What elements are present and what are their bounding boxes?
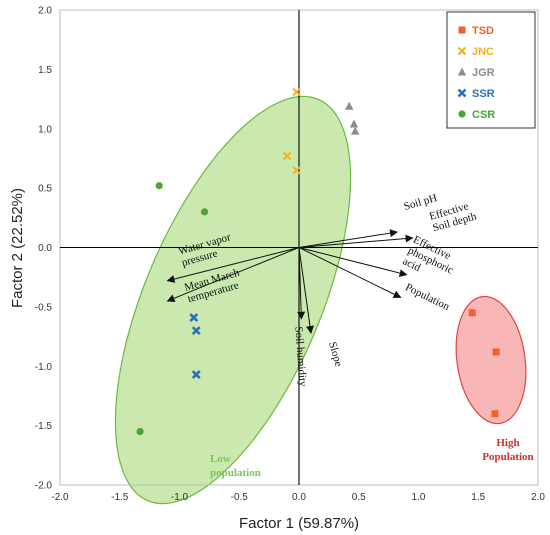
- x-tick-label: 1.5: [471, 492, 485, 503]
- y-axis-title: Factor 2 (22.52%): [9, 188, 26, 308]
- loading-vector-arrow: [298, 247, 314, 334]
- ssr-point: [191, 326, 201, 336]
- loading-vector-arrow: [297, 247, 306, 320]
- loading-vector-arrow: [166, 247, 300, 303]
- x-tick-label: -1.0: [171, 492, 189, 503]
- x-tick-label: 0.0: [292, 492, 306, 503]
- x-tick-label: 2.0: [531, 492, 545, 503]
- ssr-point: [191, 370, 201, 379]
- loading-vector-arrow: [166, 247, 300, 283]
- loading-vector-arrow: [298, 247, 408, 277]
- jgr-point: [344, 101, 354, 110]
- x-axis-title: Factor 1 (59.87%): [239, 515, 359, 532]
- low-population-label: Low population: [210, 453, 261, 479]
- loading-vector-label: Population: [403, 281, 452, 313]
- high-population-ellipse: [455, 295, 527, 425]
- jgr-point: [350, 126, 360, 135]
- jnc-point: [292, 87, 301, 97]
- tsd-legend-marker: [458, 26, 466, 34]
- y-tick-label: 1.5: [38, 65, 52, 76]
- y-tick-label: 0.5: [38, 184, 52, 195]
- x-tick-label: 1.0: [412, 492, 426, 503]
- y-tick-label: -1.5: [35, 421, 53, 432]
- jgr-legend-label: JGR: [472, 67, 495, 79]
- y-tick-label: -0.5: [35, 302, 53, 313]
- loading-vector-arrow: [298, 229, 398, 248]
- csr-legend-label: CSR: [472, 109, 495, 121]
- loading-vector-label: Soil humidity: [292, 326, 308, 387]
- loading-vector-arrow: [298, 234, 414, 248]
- y-tick-label: 0.0: [38, 243, 52, 254]
- jgr-point: [349, 119, 359, 128]
- cluster-ellipses: [114, 95, 527, 505]
- x-tick-label: -0.5: [231, 492, 249, 503]
- csr-point: [136, 427, 144, 436]
- x-tick-label: 0.5: [352, 492, 366, 503]
- ssr-legend-label: SSR: [472, 88, 495, 100]
- loading-vector-label: Slope: [326, 341, 344, 369]
- y-tick-label: 1.0: [38, 124, 52, 135]
- csr-point: [155, 182, 163, 190]
- tsd-legend-label: TSD: [472, 25, 494, 37]
- population-annotations: Low population High Population: [210, 437, 534, 479]
- x-tick-label: -1.5: [111, 492, 129, 503]
- legend: TSD JNC JGR SSR CSR: [446, 11, 536, 129]
- jnc-point: [282, 151, 292, 161]
- ssr-point: [189, 313, 199, 322]
- data-points: [136, 87, 500, 436]
- tick-labels: -2.0 -1.5 -1.0 -0.5 0.0 0.5 1.0 1.5 2.0 -2.0 -1.5 -…: [35, 6, 546, 504]
- jnc-legend-marker: [457, 46, 467, 56]
- y-tick-label: 2.0: [38, 6, 52, 17]
- loading-vector-arrow: [298, 247, 402, 298]
- jgr-legend-marker: [457, 67, 467, 76]
- high-population-label: High Population: [482, 437, 533, 463]
- csr-point: [200, 208, 209, 216]
- csr-legend-marker: [458, 110, 466, 118]
- x-tick-label: -2.0: [51, 492, 69, 503]
- y-tick-label: -2.0: [35, 481, 53, 492]
- jnc-point: [292, 166, 301, 175]
- tsd-point: [491, 410, 499, 418]
- ssr-legend-marker: [457, 88, 467, 98]
- jnc-legend-label: JNC: [472, 46, 494, 58]
- low-population-ellipse: [114, 95, 352, 505]
- tsd-point: [492, 348, 500, 356]
- tsd-point: [468, 309, 476, 317]
- loading-vector-label: Effectivephosphoricacid: [401, 234, 461, 288]
- y-tick-label: -1.0: [35, 362, 53, 373]
